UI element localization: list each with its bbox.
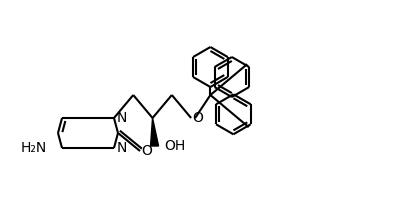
Text: OH: OH [164,139,186,153]
Polygon shape [151,118,159,146]
Text: N: N [117,111,127,125]
Text: O: O [142,144,153,158]
Text: H₂N: H₂N [21,141,47,155]
Text: N: N [117,141,127,155]
Text: O: O [193,111,204,125]
